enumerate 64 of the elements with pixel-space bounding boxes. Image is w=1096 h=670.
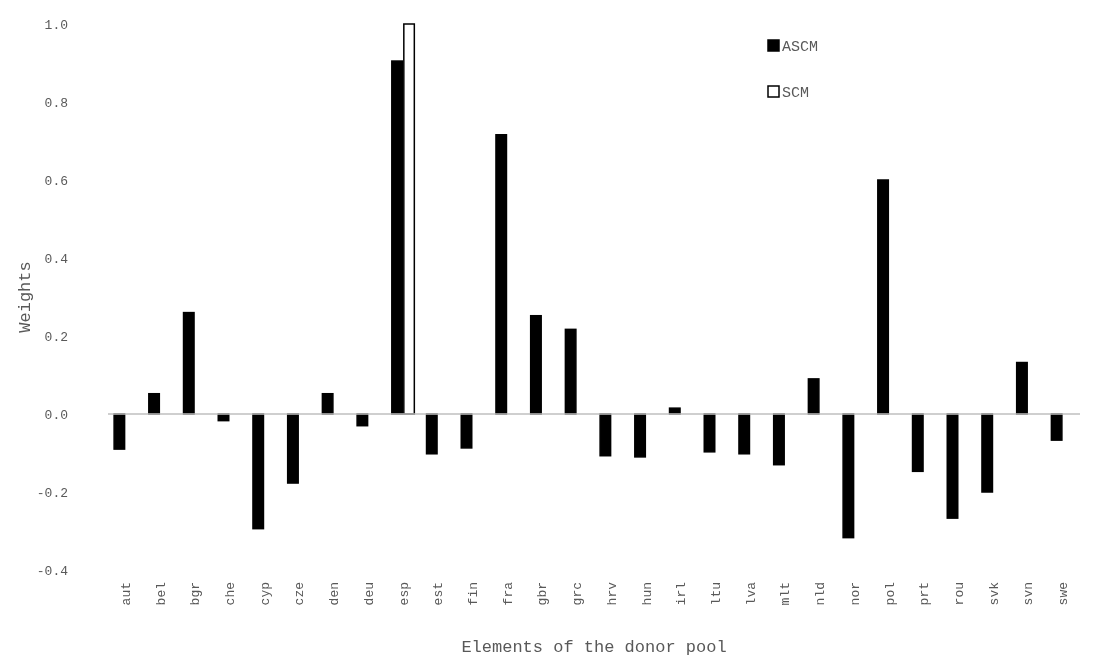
x-tick-label: swe [1056, 582, 1072, 606]
x-tick-label: hun [639, 582, 655, 606]
bar [703, 413, 716, 453]
y-tick-label: 0.2 [44, 329, 68, 345]
bar [842, 413, 855, 539]
bar [772, 413, 785, 466]
bar [286, 413, 299, 484]
y-tick-label: 0.6 [44, 173, 68, 189]
x-tick-label: grc [570, 582, 586, 606]
bar [460, 413, 473, 449]
bar [113, 413, 126, 450]
bar [946, 413, 959, 519]
x-tick-label: nor [847, 582, 863, 606]
bar [495, 134, 508, 415]
x-tick-label: irl [674, 581, 690, 606]
y-tick-label: 1.0 [44, 17, 68, 33]
legend-label: SCM [782, 85, 810, 103]
bar [148, 392, 161, 415]
x-tick-label: cze [292, 582, 308, 606]
x-tick-label: nld [813, 582, 829, 606]
x-tick-label: mlt [778, 582, 794, 606]
x-axis-title: Elements of the donor pool [461, 638, 727, 657]
x-tick-label: che [223, 582, 239, 606]
x-tick-label: rou [952, 582, 968, 606]
x-tick-label: hrv [604, 581, 620, 606]
bar [564, 328, 577, 415]
x-tick-label: ltu [709, 582, 725, 606]
x-tick-label: svn [1021, 582, 1037, 606]
x-tick-label: lva [743, 581, 759, 606]
y-tick-label: -0.2 [36, 485, 68, 501]
x-tick-label: deu [361, 582, 377, 606]
y-axis-title: Weights [16, 261, 35, 333]
x-tick-label: gbr [535, 582, 551, 606]
x-tick-label: cyp [257, 582, 273, 606]
x-tick-label: den [327, 582, 343, 606]
bar [252, 413, 265, 530]
y-tick-label: 0.0 [44, 407, 68, 423]
bar [599, 413, 612, 457]
bar [911, 413, 924, 473]
x-tick-label: esp [396, 582, 412, 606]
bar [1015, 361, 1028, 415]
x-tick-label: aut [118, 582, 134, 606]
bar [425, 413, 438, 455]
legend-label: ASCM [782, 39, 819, 57]
bar [321, 392, 334, 415]
x-tick-label: bgr [188, 582, 204, 606]
x-tick-label: fin [466, 582, 482, 606]
bar [981, 413, 994, 493]
x-tick-label: fra [500, 581, 516, 606]
y-tick-label: 0.8 [44, 95, 68, 111]
y-tick-label: 0.4 [44, 251, 69, 267]
bar [529, 314, 542, 415]
x-tick-label: prt [917, 582, 933, 606]
bar [182, 311, 195, 415]
bar [634, 413, 647, 458]
x-tick-label: pol [882, 581, 898, 606]
bar [807, 378, 820, 415]
bar [877, 179, 890, 415]
x-tick-label: svk [986, 581, 1002, 606]
x-tick-label: est [431, 582, 447, 606]
bar [738, 413, 751, 455]
bar [1050, 413, 1063, 441]
y-tick-label: -0.4 [36, 563, 69, 579]
x-tick-label: bel [153, 581, 169, 606]
